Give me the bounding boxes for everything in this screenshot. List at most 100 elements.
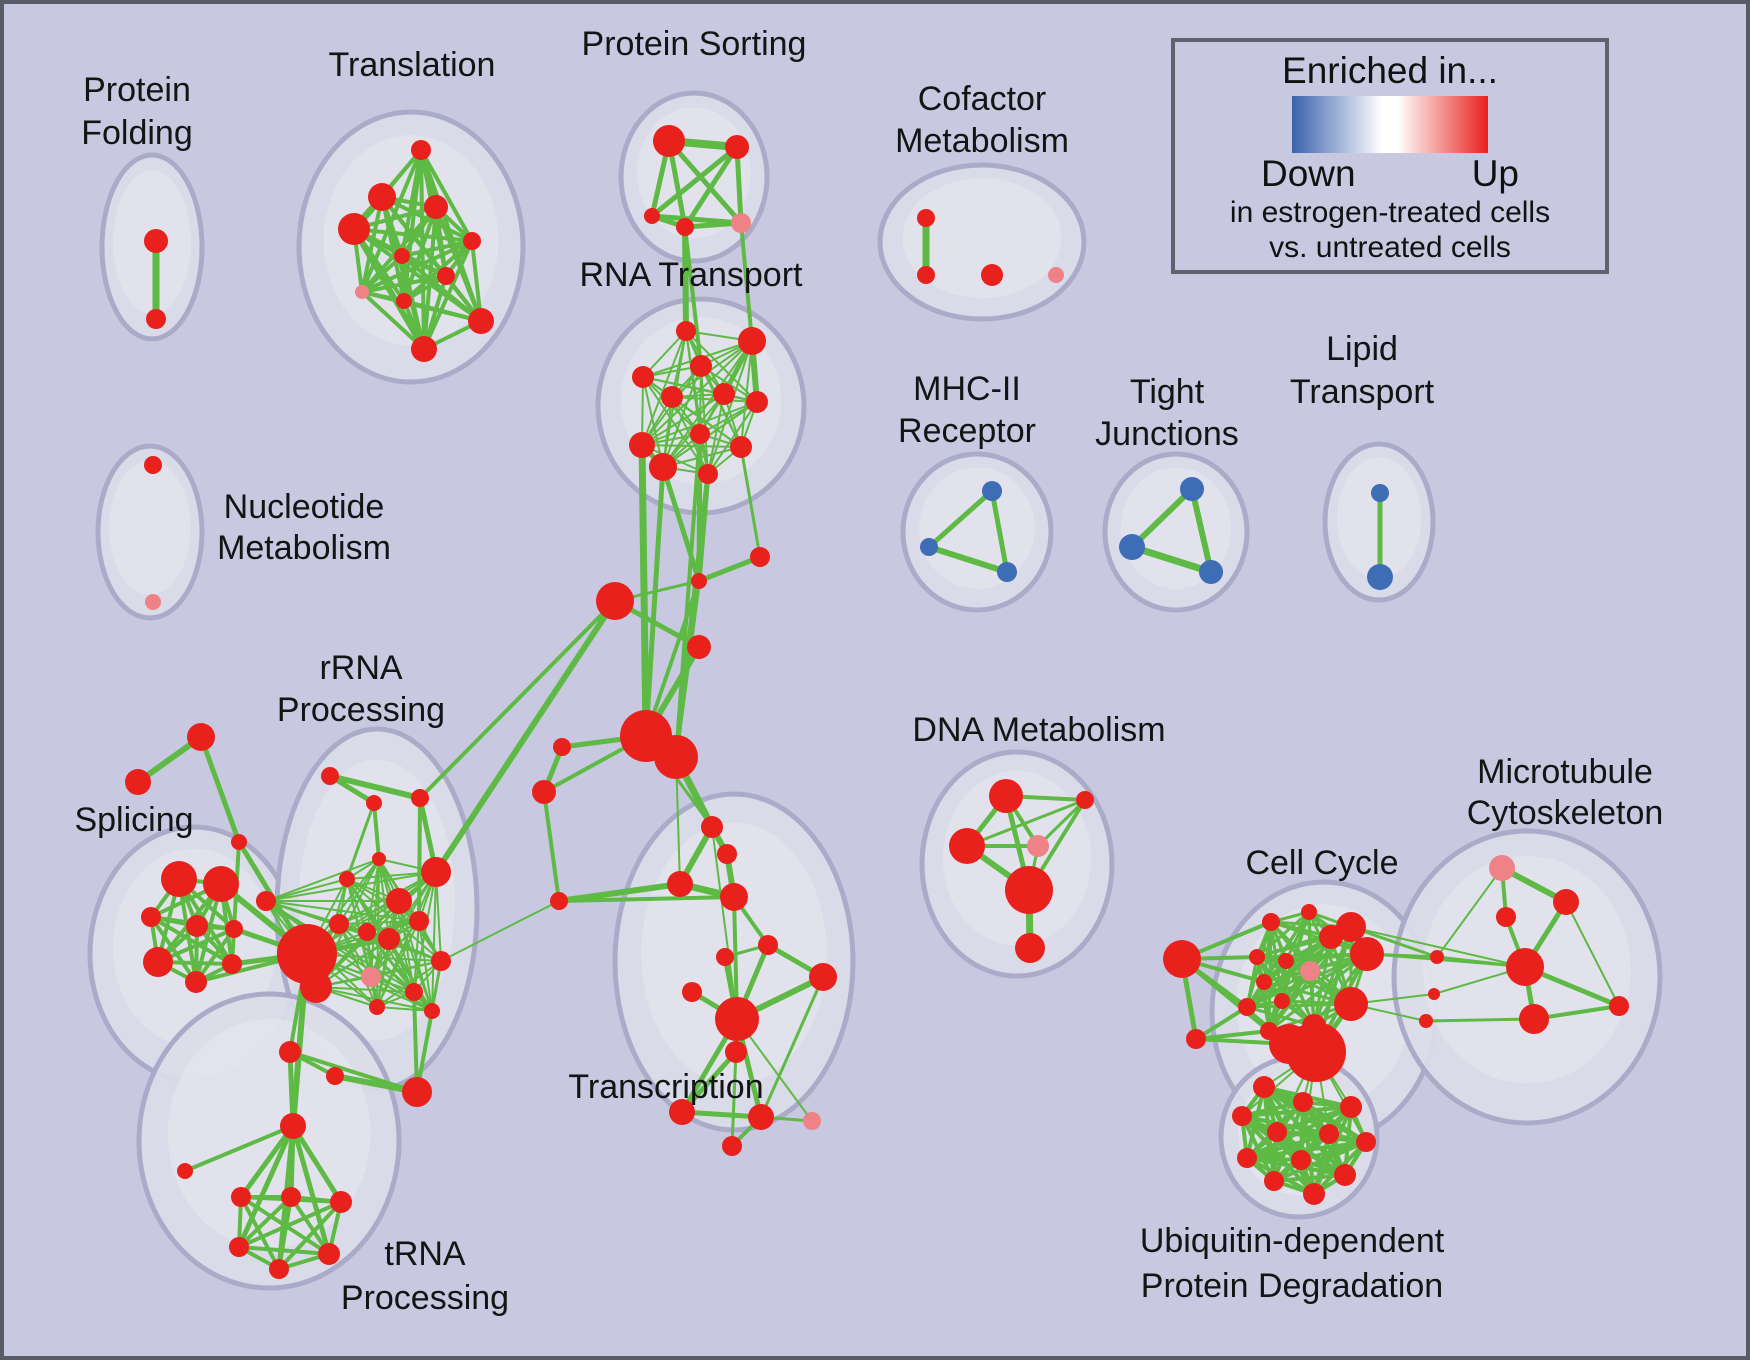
gene-set-node[interactable] — [177, 1163, 193, 1179]
gene-set-node[interactable] — [1496, 907, 1516, 927]
gene-set-node[interactable] — [632, 366, 654, 388]
gene-set-node[interactable] — [1519, 1004, 1549, 1034]
gene-set-node[interactable] — [411, 140, 431, 160]
gene-set-node[interactable] — [550, 892, 568, 910]
gene-set-node[interactable] — [144, 229, 168, 253]
gene-set-node[interactable] — [424, 195, 448, 219]
gene-set-node[interactable] — [989, 779, 1023, 813]
gene-set-node[interactable] — [920, 538, 938, 556]
gene-set-node[interactable] — [717, 844, 737, 864]
gene-set-node[interactable] — [982, 481, 1002, 501]
gene-set-node[interactable] — [1180, 477, 1204, 501]
gene-set-node[interactable] — [229, 1237, 249, 1257]
gene-set-node[interactable] — [145, 594, 161, 610]
gene-set-node[interactable] — [279, 1041, 301, 1063]
gene-set-node[interactable] — [1430, 950, 1444, 964]
gene-set-node[interactable] — [421, 857, 451, 887]
gene-set-node[interactable] — [386, 888, 412, 914]
gene-set-node[interactable] — [532, 780, 556, 804]
gene-set-node[interactable] — [1238, 998, 1256, 1016]
gene-set-node[interactable] — [1340, 1096, 1362, 1118]
gene-set-node[interactable] — [738, 327, 766, 355]
gene-set-node[interactable] — [424, 1003, 440, 1019]
gene-set-node[interactable] — [277, 924, 337, 984]
gene-set-node[interactable] — [1232, 1106, 1252, 1126]
gene-set-node[interactable] — [1334, 1164, 1356, 1186]
gene-set-node[interactable] — [715, 997, 759, 1041]
gene-set-node[interactable] — [682, 982, 702, 1002]
gene-set-node[interactable] — [437, 267, 455, 285]
gene-set-node[interactable] — [231, 1187, 251, 1207]
gene-set-node[interactable] — [369, 999, 385, 1015]
gene-set-node[interactable] — [1256, 974, 1272, 990]
gene-set-node[interactable] — [676, 321, 696, 341]
gene-set-node[interactable] — [1428, 988, 1440, 1000]
gene-set-node[interactable] — [701, 816, 723, 838]
gene-set-node[interactable] — [713, 383, 735, 405]
gene-set-node[interactable] — [281, 1187, 301, 1207]
gene-set-node[interactable] — [1291, 1150, 1311, 1170]
gene-set-node[interactable] — [690, 355, 712, 377]
gene-set-node[interactable] — [231, 834, 247, 850]
gene-set-node[interactable] — [1356, 1132, 1376, 1152]
gene-set-node[interactable] — [329, 914, 349, 934]
gene-set-node[interactable] — [378, 928, 400, 950]
gene-set-node[interactable] — [917, 266, 935, 284]
gene-set-node[interactable] — [720, 883, 748, 911]
gene-set-node[interactable] — [725, 1041, 747, 1063]
gene-set-node[interactable] — [1300, 961, 1320, 981]
gene-set-node[interactable] — [553, 738, 571, 756]
gene-set-node[interactable] — [330, 1191, 352, 1213]
gene-set-node[interactable] — [691, 573, 707, 589]
gene-set-node[interactable] — [1319, 1124, 1339, 1144]
gene-set-node[interactable] — [1264, 1171, 1284, 1191]
gene-set-node[interactable] — [1163, 940, 1201, 978]
gene-set-node[interactable] — [186, 915, 208, 937]
gene-set-node[interactable] — [361, 967, 381, 987]
gene-set-node[interactable] — [758, 935, 778, 955]
gene-set-node[interactable] — [981, 264, 1003, 286]
gene-set-node[interactable] — [431, 951, 451, 971]
gene-set-node[interactable] — [1303, 1183, 1325, 1205]
gene-set-node[interactable] — [1267, 1122, 1287, 1142]
gene-set-node[interactable] — [372, 852, 386, 866]
gene-set-node[interactable] — [649, 453, 677, 481]
gene-set-node[interactable] — [161, 861, 197, 897]
gene-set-node[interactable] — [1119, 534, 1145, 560]
gene-set-node[interactable] — [698, 464, 718, 484]
gene-set-node[interactable] — [629, 432, 655, 458]
gene-set-node[interactable] — [338, 213, 370, 245]
gene-set-node[interactable] — [280, 1113, 306, 1139]
gene-set-node[interactable] — [368, 183, 396, 211]
gene-set-node[interactable] — [1262, 913, 1280, 931]
gene-set-node[interactable] — [1293, 1092, 1313, 1112]
gene-set-node[interactable] — [321, 767, 339, 785]
gene-set-node[interactable] — [187, 723, 215, 751]
gene-set-node[interactable] — [269, 1259, 289, 1279]
gene-set-node[interactable] — [722, 1136, 742, 1156]
gene-set-node[interactable] — [1489, 855, 1515, 881]
gene-set-node[interactable] — [125, 769, 151, 795]
gene-set-node[interactable] — [690, 424, 710, 444]
gene-set-node[interactable] — [917, 209, 935, 227]
gene-set-node[interactable] — [653, 125, 685, 157]
gene-set-node[interactable] — [1199, 560, 1223, 584]
gene-set-node[interactable] — [1048, 267, 1064, 283]
gene-set-node[interactable] — [463, 232, 481, 250]
gene-set-node[interactable] — [1286, 1022, 1346, 1082]
gene-set-node[interactable] — [141, 907, 161, 927]
gene-set-node[interactable] — [644, 208, 660, 224]
gene-set-node[interactable] — [667, 871, 693, 897]
gene-set-node[interactable] — [997, 562, 1017, 582]
gene-set-node[interactable] — [669, 1099, 695, 1125]
gene-set-node[interactable] — [1249, 949, 1265, 965]
gene-set-node[interactable] — [1336, 912, 1366, 942]
gene-set-node[interactable] — [687, 635, 711, 659]
gene-set-node[interactable] — [746, 391, 768, 413]
gene-set-node[interactable] — [1186, 1029, 1206, 1049]
gene-set-node[interactable] — [409, 911, 429, 931]
gene-set-node[interactable] — [1274, 993, 1290, 1009]
gene-set-node[interactable] — [318, 1243, 340, 1265]
gene-set-node[interactable] — [1371, 484, 1389, 502]
gene-set-node[interactable] — [143, 947, 173, 977]
